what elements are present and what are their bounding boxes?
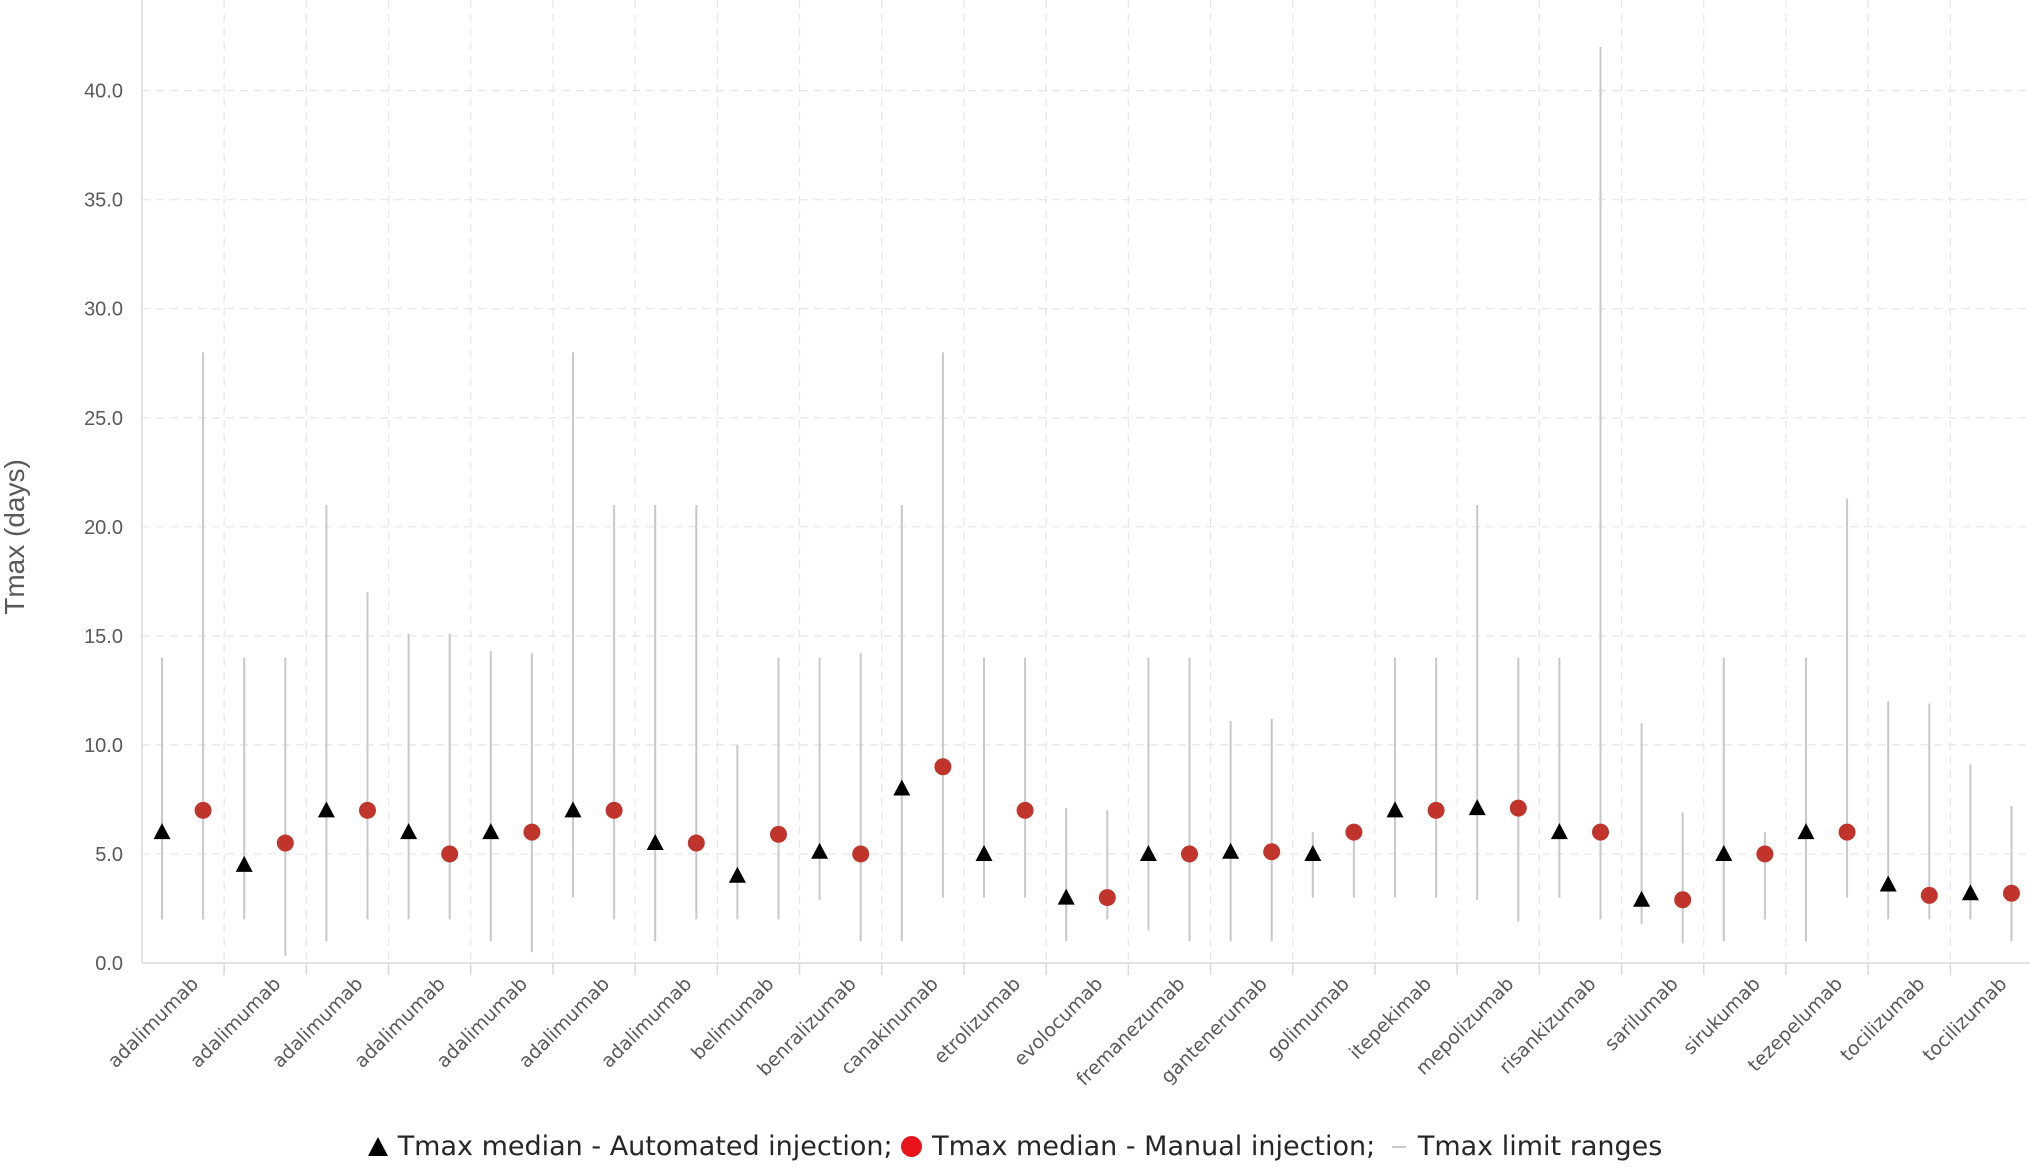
automated-median-marker — [811, 842, 829, 859]
axes — [141, 0, 2030, 975]
median-markers — [153, 758, 2020, 909]
manual-median-marker — [1509, 799, 1527, 817]
automated-median-marker — [893, 779, 911, 796]
manual-median-marker — [194, 801, 212, 819]
y-tick-label: 30.0 — [84, 299, 123, 321]
automated-median-marker — [1386, 801, 1404, 818]
y-axis-label: Tmax (days) — [0, 459, 30, 615]
manual-median-marker — [276, 834, 294, 852]
automated-median-marker — [1961, 884, 1979, 901]
automated-median-marker — [1879, 875, 1897, 892]
automated-median-marker — [1057, 888, 1075, 905]
manual-median-marker — [687, 834, 705, 852]
legend-range-label: Tmax limit ranges — [1417, 1131, 1663, 1162]
range-lines — [161, 47, 2013, 956]
x-tick-label: sirukumab — [1679, 973, 1765, 1059]
circle-marker-icon — [901, 1136, 923, 1157]
automated-median-marker — [1304, 844, 1322, 861]
automated-median-marker — [975, 844, 993, 861]
manual-median-marker — [770, 825, 787, 843]
x-tick-label: sarilumab — [1601, 973, 1683, 1055]
y-tick-label: 40.0 — [84, 81, 123, 103]
automated-median-marker — [646, 834, 664, 851]
manual-median-marker — [1592, 823, 1609, 841]
y-tick-label: 10.0 — [84, 735, 123, 757]
automated-median-marker — [1633, 890, 1651, 907]
automated-median-marker — [1797, 823, 1815, 840]
manual-median-marker — [359, 801, 376, 819]
x-tick-label: belimumab — [687, 973, 778, 1064]
y-tick-label: 5.0 — [95, 844, 123, 866]
manual-median-marker — [441, 845, 459, 863]
automated-median-marker — [153, 823, 171, 840]
manual-median-marker — [1345, 823, 1363, 841]
manual-median-marker — [1920, 886, 1938, 904]
legend-automated-label: Tmax median - Automated injection; — [397, 1131, 893, 1162]
automated-median-marker — [1139, 844, 1157, 861]
manual-median-marker — [1674, 891, 1692, 909]
automated-median-marker — [482, 823, 500, 840]
y-tick-label: 0.0 — [95, 953, 123, 975]
manual-median-marker — [852, 845, 870, 863]
manual-median-marker — [1427, 801, 1445, 819]
automated-median-marker — [1468, 799, 1486, 816]
automated-median-marker — [1222, 842, 1240, 859]
x-tick-labels: adalimumabadalimumabadalimumabadalimumab… — [104, 973, 2012, 1090]
manual-median-marker — [523, 823, 541, 841]
y-tick-labels: 0.0 5.0 10.0 15.0 20.0 25.0 30.0 35.0 40.0 — [84, 81, 123, 975]
x-tick-label: tocilizumab — [1918, 973, 2011, 1066]
automated-median-marker — [1715, 844, 1733, 861]
automated-median-marker — [564, 801, 582, 818]
manual-median-marker — [2003, 884, 2020, 902]
range-line-icon — [1391, 1145, 1406, 1148]
grid-lines — [142, 0, 2030, 963]
x-tick-label: itepekimab — [1345, 973, 1436, 1064]
manual-median-marker — [1263, 843, 1281, 861]
triangle-marker-icon — [367, 1137, 388, 1156]
automated-median-marker — [728, 866, 746, 883]
y-tick-label: 35.0 — [84, 190, 123, 212]
automated-median-marker — [317, 801, 335, 818]
y-tick-label: 25.0 — [84, 408, 123, 430]
manual-median-marker — [934, 758, 952, 776]
y-tick-label: 20.0 — [84, 517, 123, 539]
y-tick-label: 15.0 — [84, 626, 123, 648]
automated-median-marker — [1550, 823, 1568, 840]
manual-median-marker — [1016, 801, 1034, 819]
automated-median-marker — [400, 823, 418, 840]
manual-median-marker — [605, 801, 623, 819]
manual-median-marker — [1181, 845, 1198, 863]
x-tick-label: tocilizumab — [1836, 973, 1929, 1066]
legend-manual-label: Tmax median - Manual injection; — [932, 1131, 1376, 1162]
chart: 0.0 5.0 10.0 15.0 20.0 25.0 30.0 35.0 40.0 adali… — [0, 0, 2030, 1090]
automated-median-marker — [235, 855, 253, 872]
manual-median-marker — [1838, 823, 1856, 841]
manual-median-marker — [1756, 845, 1774, 863]
x-tick-label: golimumab — [1263, 973, 1354, 1064]
manual-median-marker — [1098, 889, 1116, 907]
legend: Tmax median - Automated injection; Tmax … — [0, 1130, 2030, 1162]
